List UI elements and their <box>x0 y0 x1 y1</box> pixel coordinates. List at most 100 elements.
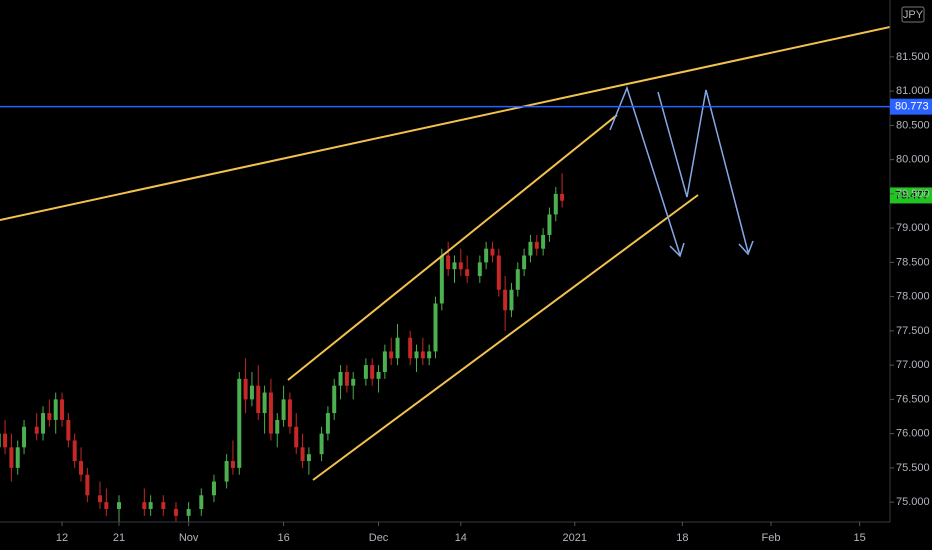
candle-body <box>161 502 166 509</box>
candle-body <box>256 385 261 414</box>
candle-body <box>243 378 248 400</box>
candle-body <box>47 413 52 420</box>
candle-body <box>509 289 514 311</box>
candle-body <box>496 255 501 290</box>
candle-body <box>351 378 356 386</box>
candle-body <box>503 289 508 311</box>
candle-body <box>173 508 178 516</box>
candle-body <box>34 426 39 434</box>
candle-body <box>300 447 305 462</box>
overlay: 80.773 79.477 JPY <box>0 6 932 204</box>
candle-body <box>199 495 204 509</box>
last-price-badge <box>890 187 932 204</box>
price-badge <box>890 98 932 115</box>
candle-body <box>79 461 84 475</box>
candle-body <box>72 440 77 462</box>
candle-body <box>560 193 565 201</box>
x-tick-label: 15 <box>853 532 865 544</box>
candle-body <box>465 269 470 277</box>
candle-body <box>268 392 273 434</box>
x-tick-label: 2021 <box>563 532 587 544</box>
x-tick-label: 18 <box>676 532 688 544</box>
currency-label: JPY <box>903 9 924 21</box>
x-tick-label: 16 <box>277 532 289 544</box>
y-tick-label: 81.500 <box>896 51 930 63</box>
candle-body <box>408 337 413 359</box>
candle-body <box>281 399 286 420</box>
candle-body <box>427 351 432 359</box>
candle-body <box>541 234 546 249</box>
candle-body <box>363 365 368 379</box>
x-tick-label: Nov <box>179 532 199 544</box>
candle-body <box>275 419 280 434</box>
y-tick-label: 78.500 <box>896 256 930 268</box>
candle-body <box>237 378 242 468</box>
y-tick-label: 80.000 <box>896 154 930 166</box>
candle-body <box>230 461 235 468</box>
candle-body <box>528 241 533 256</box>
y-tick-label: 78.000 <box>896 291 930 303</box>
x-tick-label: Feb <box>762 532 781 544</box>
x-tick-label: 21 <box>113 532 125 544</box>
y-tick-label: 76.000 <box>896 428 930 440</box>
candle-body <box>148 502 153 509</box>
x-tick-label: 14 <box>455 532 467 544</box>
candle-body <box>522 255 527 270</box>
candle-body <box>9 447 14 468</box>
candle-body <box>325 413 330 434</box>
candle-body <box>344 371 349 386</box>
channel-lower <box>312 194 699 481</box>
candle-body <box>22 426 27 448</box>
candle-body <box>15 447 20 468</box>
arrow-head <box>738 240 754 256</box>
arrow-head <box>669 242 685 258</box>
time-axis <box>0 522 890 550</box>
x-tick-label: 12 <box>56 532 68 544</box>
price-badge-label: 80.773 <box>895 101 929 113</box>
trend-line <box>0 26 891 221</box>
y-tick-label: 76.500 <box>896 393 930 405</box>
candle-body <box>85 474 90 496</box>
candle-body <box>249 385 254 400</box>
candle-body <box>142 502 147 509</box>
candle-body <box>534 241 539 249</box>
price-axis <box>890 0 932 550</box>
candle-body <box>376 371 381 379</box>
candle-body <box>186 508 191 516</box>
y-tick-label: 79.500 <box>896 188 930 200</box>
candle-body <box>382 351 387 372</box>
candle-body <box>553 193 558 215</box>
candle-body <box>224 461 229 482</box>
candle-body <box>306 454 311 462</box>
candle-body <box>439 255 444 304</box>
candle-body <box>66 419 71 441</box>
candle-body <box>3 433 8 448</box>
candle-body <box>458 262 463 270</box>
candle-body <box>452 262 457 270</box>
candle-body <box>117 502 122 509</box>
y-tick-label: 77.500 <box>896 325 930 337</box>
candle-body <box>319 433 324 455</box>
candle-body <box>98 495 103 503</box>
candle-body <box>104 502 109 509</box>
candles <box>0 173 565 523</box>
y-tick-label: 79.000 <box>896 222 930 234</box>
candle-body <box>484 248 489 263</box>
candle-body <box>211 481 216 496</box>
currency-badge <box>901 6 925 23</box>
candle-body <box>547 214 552 235</box>
y-tick-label: 80.500 <box>896 119 930 131</box>
projection-arrow <box>657 89 749 253</box>
channel-upper <box>287 114 618 381</box>
last-price-label: 79.477 <box>895 189 929 201</box>
projection-arrow <box>609 85 681 256</box>
candle-body <box>477 262 482 277</box>
candle-body <box>0 433 1 448</box>
candle-body <box>433 303 438 352</box>
candle-body <box>332 385 337 414</box>
candle-body <box>262 392 267 414</box>
y-tick-label: 75.000 <box>896 496 930 508</box>
x-tick-label: Dec <box>369 532 389 544</box>
candle-body <box>60 399 65 420</box>
